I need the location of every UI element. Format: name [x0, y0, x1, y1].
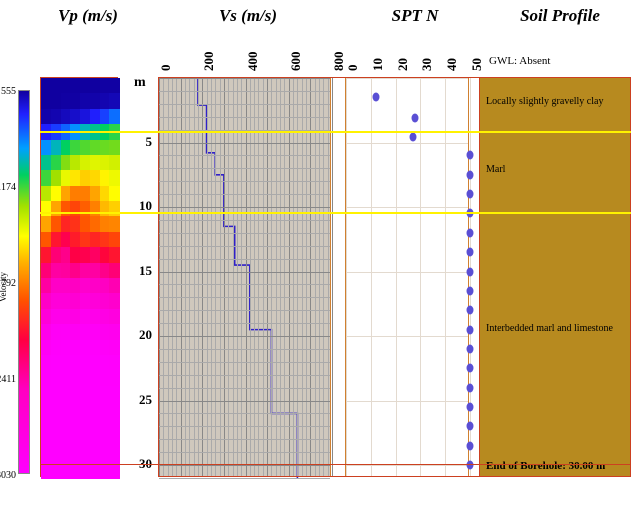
soil-gwl-label: GWL: Absent	[489, 55, 550, 67]
spt-xtick: 30	[419, 58, 435, 71]
spt-marker	[467, 228, 474, 237]
depth-tick: 15	[126, 263, 152, 279]
depth-tick: 20	[126, 327, 152, 343]
vp-colorbar-label: Velocity	[0, 272, 8, 302]
spt-marker	[467, 383, 474, 392]
vp-colorbar: 5551174179224113030	[18, 90, 30, 474]
colorbar-tick: 2411	[0, 374, 19, 385]
title-vs: Vs (m/s)	[168, 6, 328, 26]
spt-xtick: 40	[444, 58, 460, 71]
spt-marker	[467, 190, 474, 199]
depth-unit-label: m	[134, 75, 146, 91]
spt-xtick: 20	[395, 58, 411, 71]
vp-panel	[40, 77, 118, 477]
spt-marker	[467, 325, 474, 334]
soil-end-label: End of Borehole: 30.00 m	[486, 460, 605, 472]
layer-boundary	[40, 131, 631, 133]
spt-marker	[467, 306, 474, 315]
colorbar-tick: 555	[0, 86, 19, 97]
spt-marker	[467, 441, 474, 450]
spt-marker	[467, 403, 474, 412]
spt-marker	[467, 286, 474, 295]
vs-xtick: 0	[158, 65, 174, 72]
spt-xtick: 0	[345, 65, 361, 72]
spt-marker	[467, 422, 474, 431]
colorbar-tick: 3030	[0, 470, 19, 481]
title-vp: Vp (m/s)	[28, 6, 148, 26]
vs-xtick: 200	[201, 52, 217, 72]
vs-panel	[158, 77, 331, 477]
vs-xtick: 600	[288, 52, 304, 72]
colorbar-tick: 1174	[0, 182, 19, 193]
soil-layer-label: Marl	[486, 164, 626, 175]
title-profile: Soil Profile	[490, 6, 630, 26]
spt-marker	[467, 170, 474, 179]
spt-marker	[467, 248, 474, 257]
spt-xtick: 10	[370, 58, 386, 71]
spt-marker	[467, 344, 474, 353]
vs-xtick: 400	[245, 52, 261, 72]
chart-root: Vp (m/s) Vs (m/s) SPT N Soil Profile 555…	[0, 0, 643, 510]
spt-marker	[409, 133, 416, 142]
depth-tick: 25	[126, 392, 152, 408]
title-spt: SPT N	[365, 6, 465, 26]
spt-marker	[467, 151, 474, 160]
spt-marker	[412, 114, 419, 123]
soil-layer-label: Interbedded marl and limestone	[486, 323, 626, 334]
spt-panel	[345, 77, 469, 477]
layer-boundary	[40, 212, 631, 214]
spt-marker	[372, 93, 379, 102]
spt-marker	[467, 461, 474, 470]
soil-layer-label: Locally slightly gravelly clay	[486, 96, 626, 107]
spt-marker	[467, 364, 474, 373]
spt-marker	[467, 267, 474, 276]
soil-panel: Locally slightly gravelly clay Marl Interb…	[479, 77, 631, 477]
depth-tick: 5	[126, 134, 152, 150]
spt-xtick: 50	[469, 58, 485, 71]
